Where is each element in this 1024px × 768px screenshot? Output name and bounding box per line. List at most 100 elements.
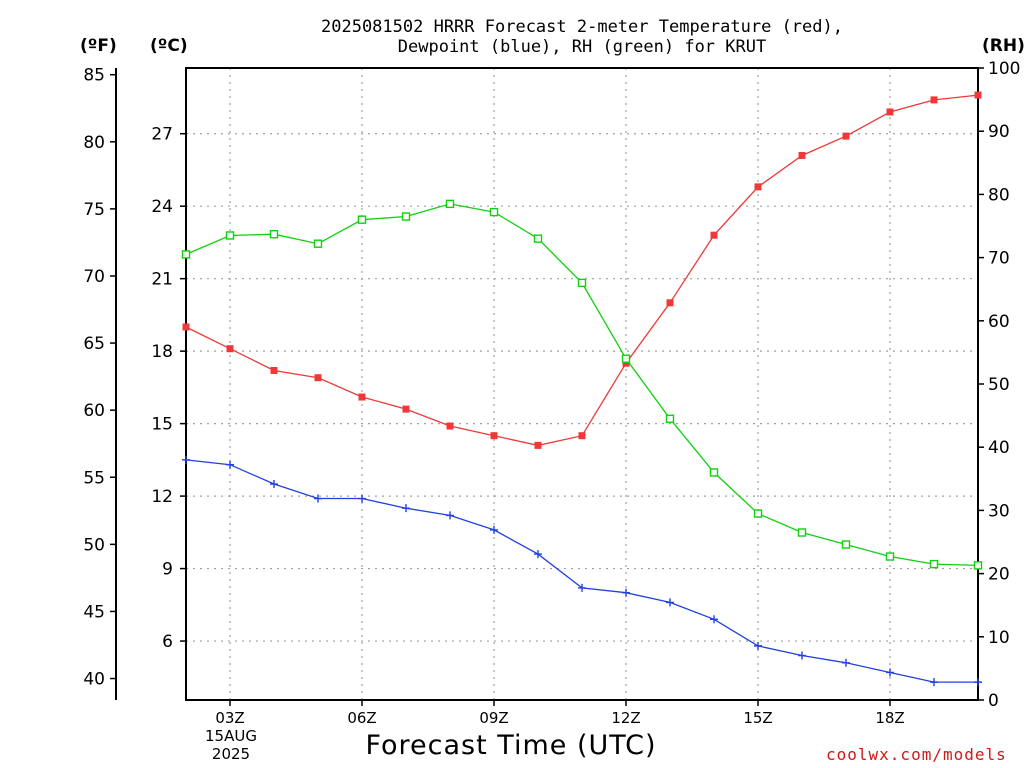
- dewpoint-data-point: [270, 480, 278, 489]
- fahrenheit-tick-label: 75: [83, 200, 105, 220]
- rh-data-point: [489, 207, 499, 217]
- x-tick-label: 12Z: [611, 709, 640, 727]
- rh-tick-label: 80: [988, 185, 1010, 205]
- x-tick-label: 15Z: [743, 709, 772, 727]
- fahrenheit-tick-label: 80: [83, 133, 105, 153]
- celsius-tick-label: 24: [151, 197, 173, 217]
- rh-tick-label: 40: [988, 438, 1010, 458]
- rh-tick-label: 60: [988, 312, 1010, 332]
- dewpoint-data-point: [754, 641, 762, 650]
- fahrenheit-tick-label: 45: [83, 602, 105, 622]
- x-tick-label: 03Z: [215, 709, 244, 727]
- dewpoint-data-point: [842, 658, 850, 667]
- rh-data-point: [621, 354, 631, 363]
- rh-tick-label: 0: [988, 691, 999, 711]
- rh-data-point: [225, 231, 235, 240]
- temperature-data-point: [490, 432, 498, 440]
- x-axis-date-day: 15AUG: [205, 727, 257, 745]
- rh-data-point: [973, 561, 983, 570]
- fahrenheit-tick-label: 85: [83, 66, 105, 86]
- rh-data-point: [665, 414, 675, 423]
- x-tick-label: 18Z: [875, 709, 904, 727]
- rh-tick-label: 100: [988, 59, 1020, 79]
- fahrenheit-tick-label: 70: [83, 267, 105, 287]
- temperature-data-point: [270, 366, 278, 374]
- temperature-series-line: [185, 94, 979, 447]
- dewpoint-data-point: [446, 511, 454, 520]
- temperature-data-point: [930, 96, 938, 104]
- dewpoint-series-line: [185, 459, 978, 683]
- rh-axis-unit: (RH): [982, 36, 1024, 56]
- rh-data-point: [401, 212, 411, 221]
- celsius-tick-label: 21: [151, 270, 173, 290]
- x-tick-label: 09Z: [479, 709, 508, 727]
- rh-data-point: [797, 528, 807, 537]
- temperature-data-point: [842, 132, 850, 140]
- dewpoint-data-point: [974, 678, 982, 687]
- dewpoint-data-point: [226, 460, 234, 469]
- rh-tick-label: 20: [988, 565, 1010, 585]
- fahrenheit-axis-unit: (ºF): [80, 36, 117, 56]
- temperature-data-point: [358, 393, 366, 401]
- rh-data-point: [885, 552, 895, 561]
- dewpoint-data-point: [886, 668, 894, 677]
- plot-frame: [185, 67, 979, 701]
- rh-tick-label: 70: [988, 249, 1010, 269]
- dewpoint-data-point: [358, 494, 366, 503]
- rh-data-point: [313, 239, 323, 248]
- source-credit: coolwx.com/models: [826, 745, 1007, 764]
- rh-data-point: [533, 234, 543, 243]
- celsius-tick-label: 12: [151, 487, 173, 507]
- dewpoint-data-point: [314, 494, 322, 503]
- rh-data-point: [181, 250, 191, 259]
- temperature-data-point: [182, 323, 190, 331]
- rh-tick-label: 30: [988, 501, 1010, 521]
- x-tick-label: 06Z: [347, 709, 376, 727]
- rh-tick-label: 90: [988, 122, 1010, 142]
- rh-data-point: [753, 509, 763, 518]
- rh-data-point: [929, 559, 939, 569]
- rh-data-point: [841, 540, 851, 549]
- temperature-data-point: [226, 345, 234, 353]
- dewpoint-data-point: [534, 550, 542, 559]
- temperature-data-point: [446, 422, 454, 430]
- rh-tick-label: 50: [988, 375, 1010, 395]
- fahrenheit-tick-label: 40: [83, 670, 105, 690]
- rh-tick-label: 10: [988, 628, 1010, 648]
- celsius-tick-label: 9: [162, 560, 173, 580]
- rh-data-point: [709, 468, 719, 477]
- dewpoint-data-point: [402, 504, 410, 513]
- dewpoint-data-point: [666, 598, 674, 607]
- celsius-tick-label: 18: [151, 342, 173, 362]
- dewpoint-data-point: [622, 588, 630, 597]
- dewpoint-data-point: [490, 525, 498, 534]
- temperature-data-point: [754, 183, 762, 191]
- dewpoint-data-point: [930, 678, 938, 687]
- celsius-tick-label: 15: [151, 415, 173, 435]
- celsius-axis-unit: (ºC): [150, 36, 188, 56]
- dewpoint-data-point: [578, 583, 586, 592]
- rh-series-line: [185, 203, 979, 567]
- dewpoint-data-point: [710, 615, 718, 624]
- temperature-data-point: [578, 432, 586, 440]
- rh-data-point: [577, 278, 587, 288]
- dewpoint-data-point: [798, 651, 806, 660]
- chart-title-line-2: Dewpoint (blue), RH (green) for KRUT: [397, 37, 767, 57]
- celsius-tick-label: 27: [151, 125, 173, 145]
- dewpoint-data-point: [182, 455, 190, 464]
- chart-title-line-1: 2025081502 HRRR Forecast 2-meter Tempera…: [321, 17, 843, 37]
- fahrenheit-tick-label: 65: [83, 334, 105, 354]
- temperature-data-point: [666, 299, 674, 307]
- fahrenheit-tick-label: 50: [83, 535, 105, 555]
- temperature-data-point: [974, 91, 982, 99]
- temperature-data-point: [622, 359, 630, 367]
- fahrenheit-tick-label: 55: [83, 468, 105, 488]
- x-axis-date-year: 2025: [211, 745, 251, 763]
- x-axis-label: Forecast Time (UTC): [365, 730, 657, 761]
- rh-data-point: [445, 199, 455, 209]
- rh-data-point: [357, 215, 367, 224]
- rh-data-point: [269, 230, 279, 239]
- temperature-data-point: [798, 151, 806, 159]
- temperature-data-point: [314, 374, 322, 382]
